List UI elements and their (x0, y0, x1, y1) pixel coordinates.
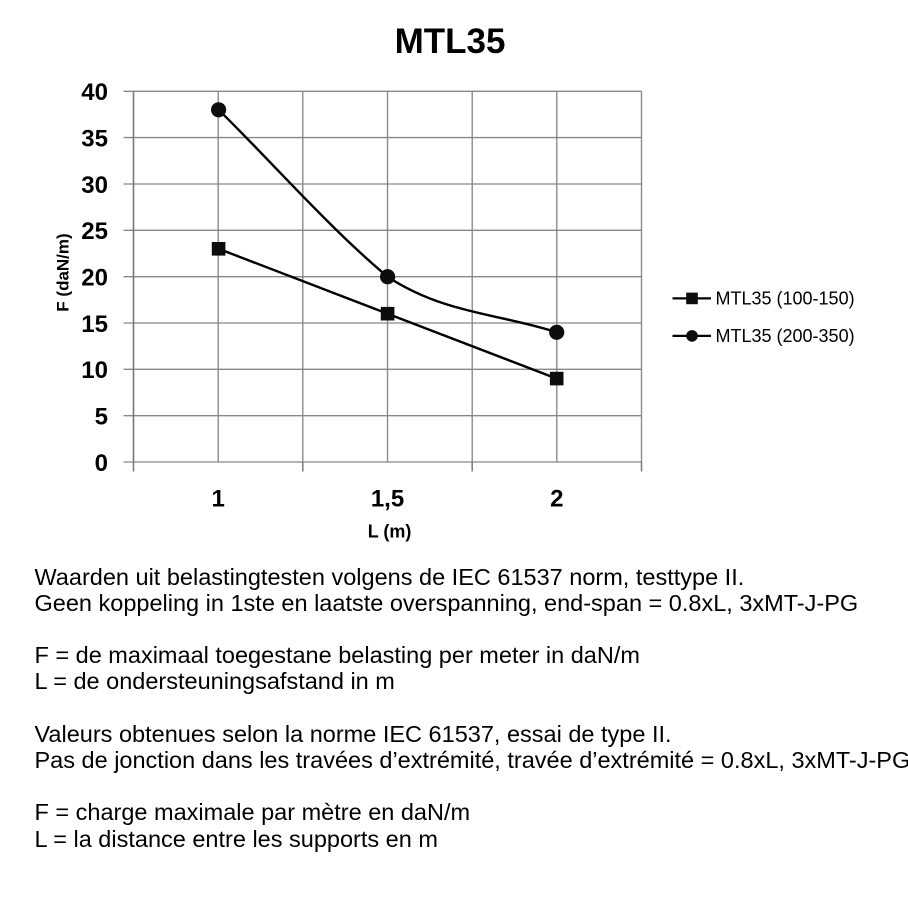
svg-text:1: 1 (212, 486, 225, 513)
svg-text:20: 20 (81, 265, 108, 292)
svg-text:MTL35 (200-350): MTL35 (200-350) (716, 326, 855, 346)
svg-text:15: 15 (81, 311, 108, 338)
svg-text:25: 25 (81, 218, 108, 245)
svg-text:30: 30 (81, 172, 108, 199)
svg-text:35: 35 (81, 125, 108, 152)
svg-text:5: 5 (95, 404, 108, 431)
svg-text:40: 40 (81, 79, 108, 106)
svg-text:MTL35: MTL35 (395, 22, 506, 61)
svg-text:2: 2 (550, 486, 563, 513)
svg-text:1,5: 1,5 (371, 486, 404, 513)
svg-text:10: 10 (81, 357, 108, 384)
svg-text:MTL35 (100-150): MTL35 (100-150) (716, 289, 855, 309)
svg-text:L (m): L (m) (368, 522, 412, 542)
svg-text:F (daN/m): F (daN/m) (54, 233, 73, 311)
svg-text:0: 0 (95, 450, 108, 477)
